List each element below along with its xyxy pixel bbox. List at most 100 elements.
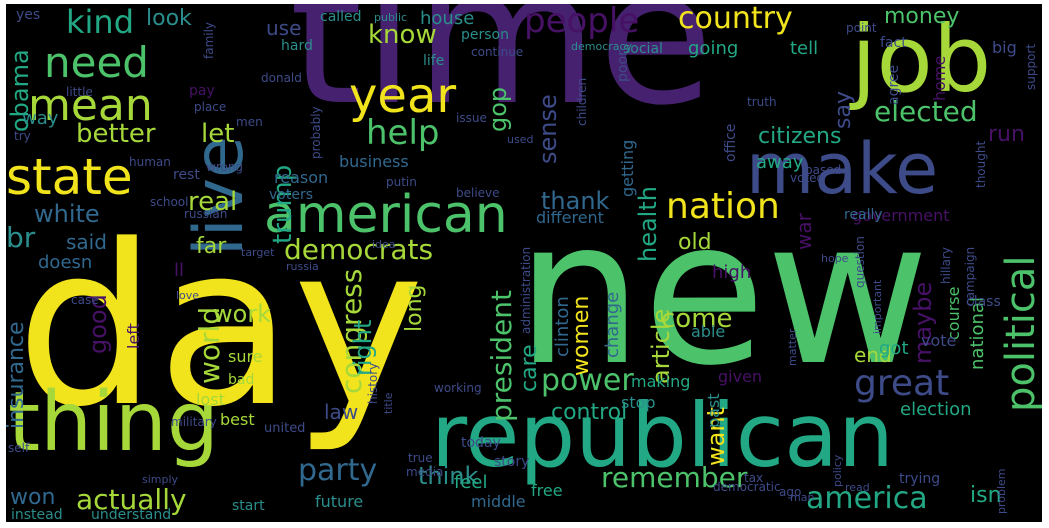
word-making: making	[631, 372, 691, 391]
word-republican: republican	[431, 384, 894, 487]
word-truth: truth	[747, 95, 777, 109]
word-control: control	[551, 400, 628, 425]
word-war: war	[792, 213, 816, 250]
word-president: president	[485, 290, 518, 422]
word-far: far	[196, 234, 227, 259]
word-let: let	[201, 119, 235, 149]
word-policy: policy	[831, 454, 844, 487]
word-fact: fact	[880, 35, 907, 51]
word-business: business	[339, 152, 409, 171]
word-social: social	[623, 41, 663, 57]
word-people: people	[524, 4, 640, 41]
word-doesn: doesn	[38, 252, 93, 273]
word-men: men	[236, 115, 263, 129]
word-going: going	[688, 38, 739, 59]
word-house: house	[420, 8, 475, 29]
word-care: care	[517, 344, 542, 392]
word-come: come	[661, 304, 733, 334]
word-free: free	[531, 481, 563, 500]
word-white: white	[34, 200, 100, 228]
word-understand: understand	[91, 507, 172, 522]
word-great: great	[854, 363, 950, 404]
word-health: health	[634, 186, 662, 262]
word-donald: donald	[261, 71, 302, 85]
word-campaign: campaign	[963, 246, 977, 306]
word-hope: hope	[821, 252, 849, 265]
word-mean: mean	[28, 80, 153, 131]
word-women: women	[569, 295, 594, 376]
word-love: love	[176, 289, 200, 302]
word-make: make	[746, 128, 939, 210]
word-democratic: democratic	[713, 480, 781, 494]
word-democracy: democracy	[571, 40, 633, 53]
word-office: office	[723, 123, 739, 162]
word-thank: thank	[541, 187, 610, 215]
word-feel: feel	[454, 472, 488, 493]
word-american: american	[264, 185, 508, 245]
word-little: little	[66, 85, 93, 99]
word-case: case	[71, 293, 99, 307]
word-say: say	[831, 91, 856, 129]
word-title: title	[382, 392, 395, 414]
word-children: children	[575, 77, 589, 126]
word-use: use	[266, 16, 302, 40]
word-ago: ago	[779, 485, 802, 499]
word-point: point	[846, 21, 877, 35]
word-stop: stop	[621, 393, 656, 412]
word-try: try	[14, 129, 31, 143]
word-work: work	[213, 300, 272, 328]
word-hard: hard	[281, 38, 313, 54]
word-military: military	[171, 415, 217, 429]
word-day: day	[16, 198, 425, 456]
word-support: support	[1024, 43, 1038, 90]
word-vote: vote	[921, 331, 957, 350]
word-united: united	[264, 421, 306, 436]
word-know: know	[368, 20, 437, 50]
word-ll: ll	[174, 260, 185, 281]
word-government: government	[852, 206, 950, 225]
word-money: money	[884, 4, 960, 29]
word-home: home	[930, 55, 949, 101]
word-man: man	[790, 491, 815, 504]
word-year: year	[349, 68, 457, 124]
word-pay: pay	[189, 83, 215, 99]
word-gop: gop	[484, 86, 512, 132]
word-party: party	[298, 453, 378, 488]
word-said: said	[66, 230, 107, 254]
word-insurance: insurance	[6, 321, 29, 429]
word-agree: agree	[886, 64, 902, 105]
word-getting: getting	[618, 139, 637, 197]
word-cloud: time new day republican job live make thing amer…	[6, 4, 1042, 522]
word-tell: tell	[790, 38, 819, 59]
word-history: history	[366, 362, 380, 404]
word-democrats: democrats	[284, 233, 434, 266]
word-able: able	[691, 322, 726, 341]
word-person: person	[461, 27, 509, 43]
word-issue: issue	[456, 111, 487, 125]
word-old: old	[678, 230, 712, 255]
word-end: end	[854, 343, 892, 367]
word-sense: sense	[534, 94, 562, 164]
word-media: media	[406, 465, 444, 479]
word-probably: probably	[309, 106, 323, 159]
word-country: country	[678, 4, 793, 36]
word-voted: voted	[790, 171, 825, 185]
word-target: target	[241, 246, 275, 259]
word-long: long	[402, 284, 427, 332]
word-called: called	[320, 9, 362, 25]
word-life: life	[423, 53, 445, 69]
word-job: job	[851, 6, 992, 113]
word-given: given	[718, 367, 763, 386]
word-story: story	[494, 454, 530, 470]
word-past: past	[704, 393, 723, 428]
word-trying: trying	[899, 471, 941, 487]
word-state: state	[6, 148, 133, 206]
word-kind: kind	[66, 4, 135, 41]
word-self: self	[8, 441, 30, 455]
word-think: think	[418, 462, 479, 490]
word-br: br	[6, 221, 36, 254]
word-reason: reason	[274, 168, 329, 187]
word-read: read	[845, 481, 870, 494]
word-big: big	[992, 38, 1017, 57]
word-power: power	[541, 363, 634, 398]
